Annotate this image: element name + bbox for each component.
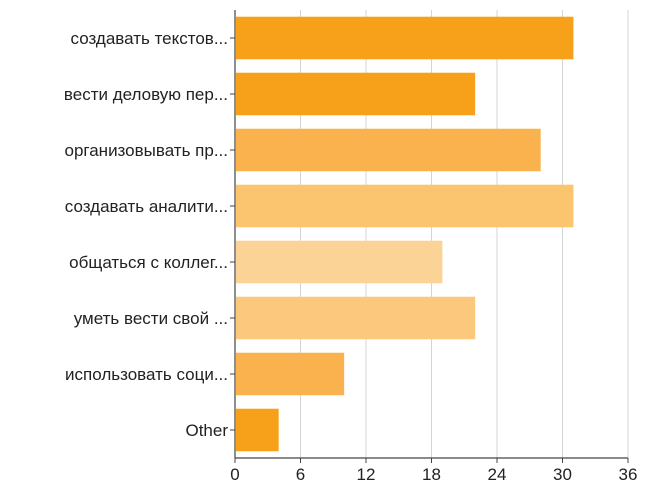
category-label: уметь вести свой ... [74, 309, 228, 328]
category-label: вести деловую пер... [64, 85, 228, 104]
bar [236, 128, 541, 172]
bars [236, 16, 574, 452]
category-label: использовать соци... [65, 365, 228, 384]
category-label: Other [185, 421, 228, 440]
x-tick-label: 24 [488, 465, 507, 484]
category-label: создавать текстов... [71, 29, 228, 48]
bar [236, 296, 476, 340]
x-tick-label: 30 [553, 465, 572, 484]
bar [236, 184, 574, 228]
axes [230, 10, 629, 463]
category-label: создавать аналити... [65, 197, 228, 216]
bar [236, 240, 443, 284]
bar [236, 16, 574, 60]
x-tick-labels: 0 6 12 18 24 30 36 [230, 465, 637, 484]
category-label: общаться с коллег... [69, 253, 228, 272]
x-tick-label: 18 [422, 465, 441, 484]
x-tick-label: 6 [296, 465, 305, 484]
bar [236, 408, 279, 452]
category-label: организовывать пр... [64, 141, 228, 160]
x-tick-label: 12 [357, 465, 376, 484]
x-tick-label: 36 [619, 465, 638, 484]
x-tick-label: 0 [230, 465, 239, 484]
category-labels: создавать текстов... вести деловую пер...… [64, 29, 228, 440]
bar [236, 72, 476, 116]
bar [236, 352, 345, 396]
